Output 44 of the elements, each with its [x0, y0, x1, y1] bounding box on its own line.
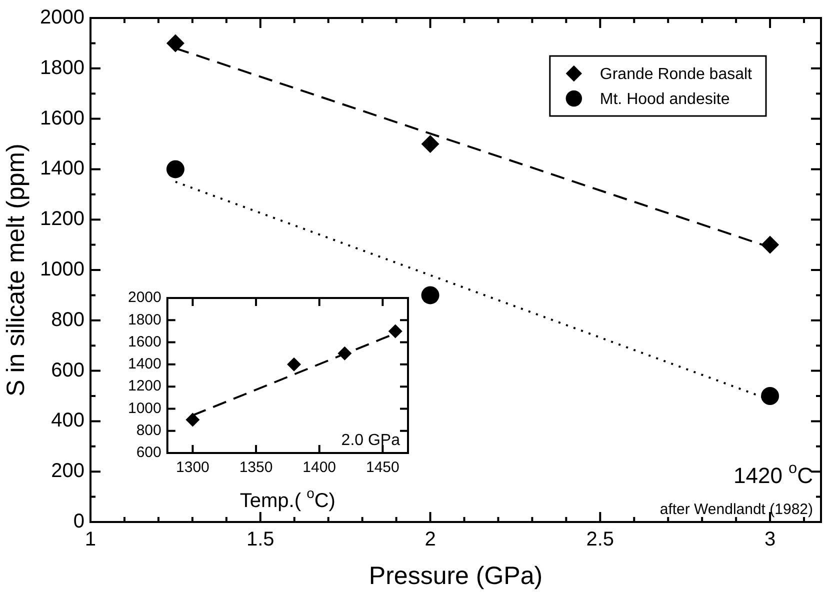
- y-tick-label: 1000: [40, 258, 84, 281]
- point: [761, 387, 780, 405]
- point: [166, 160, 184, 178]
- point: [186, 412, 200, 427]
- y-tick-label: 1000: [128, 400, 162, 417]
- y-tick-label: 1400: [128, 356, 162, 373]
- point: [166, 34, 184, 52]
- y-tick-label: 800: [51, 308, 84, 331]
- point: [761, 236, 780, 254]
- y-tick-label: 1800: [128, 311, 162, 328]
- y-tick-label: 600: [51, 359, 84, 382]
- x-tick-label: 1300: [176, 459, 210, 476]
- y-axis-title: S in silicate melt (ppm): [2, 144, 30, 396]
- point: [287, 357, 302, 372]
- y-tick-label: 200: [51, 460, 84, 482]
- legend-label: Mt. Hood andesite: [600, 90, 730, 108]
- point: [421, 286, 440, 304]
- annotation: 2.0 GPa: [341, 432, 400, 449]
- x-tick-label: 1: [84, 528, 96, 551]
- y-tick-label: 1600: [128, 333, 162, 350]
- annotation: after Wendlandt (1982): [660, 501, 814, 518]
- y-tick-label: 600: [136, 444, 162, 462]
- y-tick-label: 400: [51, 410, 84, 432]
- x-tick-label: 1350: [239, 459, 273, 476]
- x-tick-label: 2.5: [586, 528, 614, 551]
- point: [388, 324, 402, 338]
- y-tick-label: 2000: [40, 6, 84, 29]
- x-tick-label: 3: [764, 528, 776, 551]
- y-tick-label: 1800: [40, 56, 84, 79]
- y-tick-label: 1200: [128, 378, 162, 395]
- point: [421, 135, 440, 153]
- y-tick-label: 2000: [128, 289, 162, 306]
- x-axis-title: Pressure (GPa): [368, 562, 543, 590]
- x-tick-label: 1400: [302, 459, 336, 476]
- x-tick-label: 1.5: [246, 528, 274, 551]
- y-tick-label: 1200: [40, 208, 84, 230]
- y-tick-label: 1400: [40, 158, 84, 180]
- legend-label: Grande Ronde basalt: [600, 66, 753, 83]
- x-tick-label: 1450: [366, 459, 400, 476]
- y-tick-label: 800: [136, 422, 162, 439]
- point: [338, 346, 352, 360]
- y-tick-label: 1600: [40, 107, 84, 130]
- y-tick-label: 0: [73, 510, 84, 533]
- x-tick-label: 2: [424, 528, 436, 551]
